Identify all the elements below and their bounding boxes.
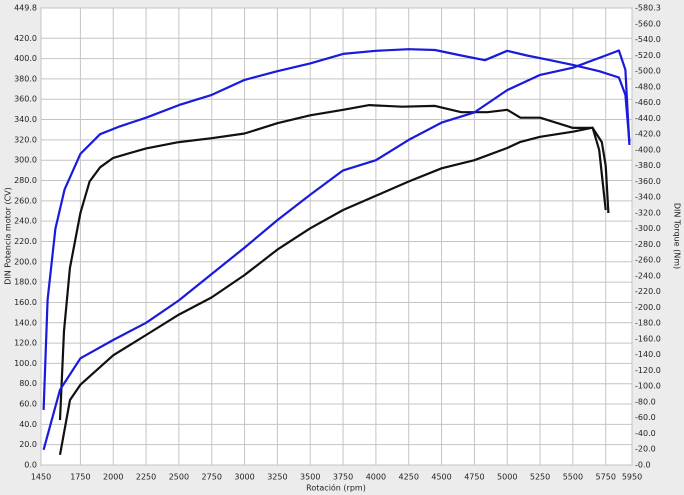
plot-area bbox=[40, 7, 633, 466]
line bbox=[42, 48, 631, 410]
x-tick-label: 3750 bbox=[333, 473, 353, 482]
y-tick-label: 280.0 bbox=[14, 176, 37, 185]
y2-tick-label: -120.0 bbox=[635, 366, 661, 375]
y2-tick-label: -360.0 bbox=[635, 177, 661, 186]
y-tick-label: 449.8 bbox=[14, 4, 37, 13]
y-tick-label: 400.0 bbox=[14, 54, 37, 63]
y2-axis-title: DIN Torque (Nm) bbox=[673, 203, 682, 269]
y2-tick-label: -80.0 bbox=[635, 397, 656, 406]
y2-tick-label: -520.0 bbox=[635, 51, 661, 60]
y2-tick-label: -40.0 bbox=[635, 429, 656, 438]
y-tick-label: 0.0 bbox=[24, 461, 37, 470]
y2-tick-label: -180.0 bbox=[635, 319, 661, 328]
x-tick-label: 5950 bbox=[622, 473, 642, 482]
y2-tick-label: -420.0 bbox=[635, 130, 661, 139]
y-tick-label: 380.0 bbox=[14, 74, 37, 83]
y2-tick-label: -440.0 bbox=[635, 114, 661, 123]
y2-tick-label: -560.0 bbox=[635, 19, 661, 28]
y2-tick-label: -300.0 bbox=[635, 224, 661, 233]
x-tick-label: 5000 bbox=[497, 473, 517, 482]
y-tick-label: 260.0 bbox=[14, 196, 37, 205]
y2-tick-label: -0.0 bbox=[635, 461, 651, 470]
y-tick-label: 180.0 bbox=[14, 278, 37, 287]
y-tick-label: 300.0 bbox=[14, 156, 37, 165]
y2-tick-label: -140.0 bbox=[635, 350, 661, 359]
y-tick-label: 40.0 bbox=[19, 420, 37, 429]
y2-tick-label: -240.0 bbox=[635, 271, 661, 280]
y2-tick-label: -480.0 bbox=[635, 82, 661, 91]
x-tick-label: 2500 bbox=[169, 473, 189, 482]
line bbox=[58, 104, 610, 421]
y2-tick-label: -340.0 bbox=[635, 193, 661, 202]
y-tick-label: 20.0 bbox=[19, 440, 37, 449]
y-tick-label: 340.0 bbox=[14, 115, 37, 124]
y-tick-label: 120.0 bbox=[14, 339, 37, 348]
y-tick-label: 60.0 bbox=[19, 400, 37, 409]
y-tick-label: 360.0 bbox=[14, 95, 37, 104]
y2-tick-label: -500.0 bbox=[635, 67, 661, 76]
y2-tick-label: -380.0 bbox=[635, 161, 661, 170]
line bbox=[58, 126, 607, 455]
y2-tick-label: -540.0 bbox=[635, 35, 661, 44]
x-axis-title: Rotación (rpm) bbox=[306, 483, 366, 493]
y2-tick-label: -460.0 bbox=[635, 98, 661, 107]
x-tick-label: 4500 bbox=[431, 473, 451, 482]
x-tick-label: 5250 bbox=[530, 473, 550, 482]
y-tick-label: 140.0 bbox=[14, 318, 37, 327]
y2-tick-label: -160.0 bbox=[635, 334, 661, 343]
x-tick-label: 2250 bbox=[136, 473, 156, 482]
x-tick-label: 4250 bbox=[399, 473, 419, 482]
x-tick-label: 3000 bbox=[234, 473, 254, 482]
y-tick-label: 80.0 bbox=[19, 379, 37, 388]
x-tick-label: 5750 bbox=[596, 473, 616, 482]
x-tick-label: 2750 bbox=[202, 473, 222, 482]
x-tick-label: 4750 bbox=[464, 473, 484, 482]
x-tick-label: 4000 bbox=[366, 473, 386, 482]
y2-tick-label: -200.0 bbox=[635, 303, 661, 312]
y-tick-label: 220.0 bbox=[14, 237, 37, 246]
x-tick-label: 3250 bbox=[267, 473, 287, 482]
y2-tick-label: -260.0 bbox=[635, 256, 661, 265]
y2-tick-label: -320.0 bbox=[635, 208, 661, 217]
x-tick-label: 2000 bbox=[103, 473, 123, 482]
x-tick-label: 1750 bbox=[70, 473, 90, 482]
y-tick-label: 100.0 bbox=[14, 359, 37, 368]
y2-tick-label: -580.3 bbox=[635, 4, 661, 13]
y-tick-label: 240.0 bbox=[14, 217, 37, 226]
y-axis-title: DIN Potencia motor (CV) bbox=[4, 187, 13, 285]
y2-tick-label: -20.0 bbox=[635, 445, 656, 454]
y2-tick-label: -400.0 bbox=[635, 145, 661, 154]
x-tick-label: 1450 bbox=[31, 473, 51, 482]
y2-tick-label: -280.0 bbox=[635, 240, 661, 249]
y-tick-label: 420.0 bbox=[14, 34, 37, 43]
y2-tick-label: -60.0 bbox=[635, 413, 656, 422]
x-tick-label: 5500 bbox=[563, 473, 583, 482]
y2-tick-label: -220.0 bbox=[635, 287, 661, 296]
y2-tick-label: -100.0 bbox=[635, 382, 661, 391]
y-tick-label: 160.0 bbox=[14, 298, 37, 307]
y-tick-label: 320.0 bbox=[14, 135, 37, 144]
line bbox=[42, 49, 631, 451]
y-tick-label: 200.0 bbox=[14, 257, 37, 266]
x-tick-label: 3500 bbox=[300, 473, 320, 482]
